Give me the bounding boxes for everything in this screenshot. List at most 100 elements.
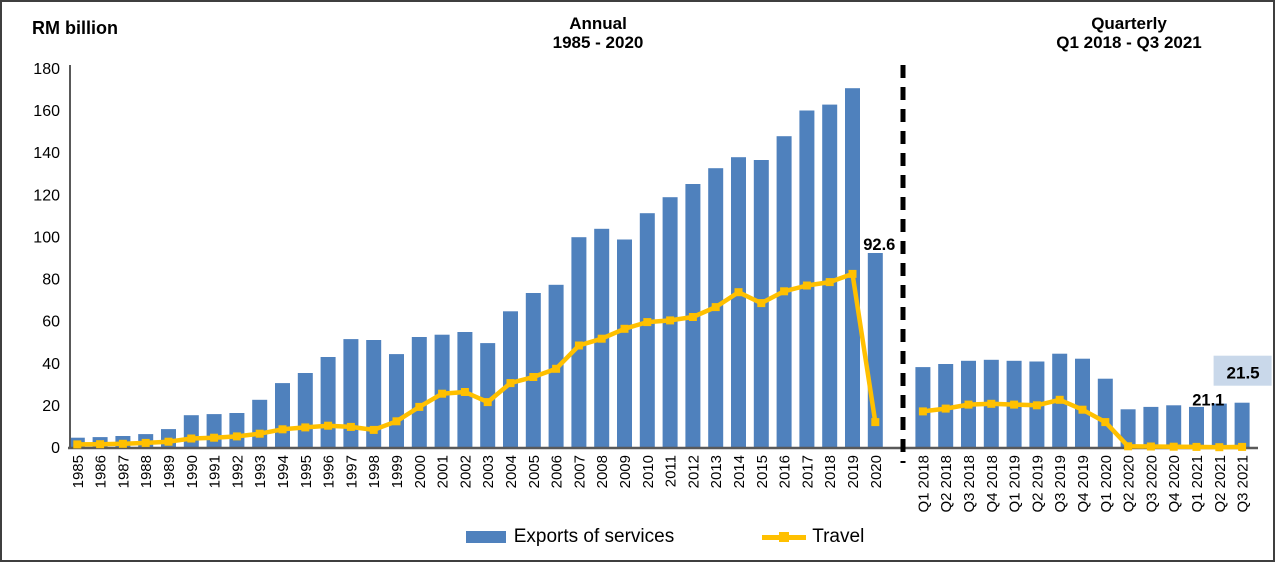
travel-marker-annual-1999 bbox=[392, 417, 401, 426]
y-tick-label-80: 80 bbox=[42, 272, 60, 289]
travel-marker-quarterly-Q1-2021 bbox=[1192, 442, 1201, 451]
y-tick-label-0: 0 bbox=[51, 440, 60, 457]
bar-annual-1994 bbox=[275, 383, 290, 448]
bar-annual-2017 bbox=[799, 110, 815, 448]
x-label-2002: 2002 bbox=[457, 455, 474, 488]
travel-marker-annual-1993 bbox=[255, 429, 264, 438]
travel-marker-annual-1996 bbox=[324, 421, 333, 430]
x-label-2005: 2005 bbox=[526, 455, 543, 488]
bar-annual-2009 bbox=[617, 239, 632, 448]
travel-marker-annual-2008 bbox=[597, 334, 606, 343]
bar-quarterly-Q2-2020 bbox=[1120, 409, 1136, 448]
bar-quarterly-Q3-2020 bbox=[1143, 406, 1159, 448]
legend-line-marker-icon bbox=[779, 532, 790, 542]
travel-marker-annual-2002 bbox=[460, 388, 469, 396]
travel-marker-quarterly-Q1-2019 bbox=[1010, 400, 1019, 409]
x-label-Q3-2021: Q3 2021 bbox=[1235, 455, 1252, 513]
bar-annual-1997 bbox=[343, 339, 359, 448]
x-label-2006: 2006 bbox=[549, 455, 566, 488]
travel-marker-quarterly-Q2-2019 bbox=[1032, 401, 1041, 410]
x-label-Q1-2019: Q1 2019 bbox=[1007, 455, 1024, 513]
bar-annual-1993 bbox=[252, 399, 268, 448]
bar-quarterly-Q1-2020 bbox=[1097, 378, 1113, 448]
travel-marker-annual-1998 bbox=[369, 425, 378, 434]
travel-marker-annual-2015 bbox=[757, 299, 766, 308]
bar-annual-1990 bbox=[183, 415, 199, 448]
bar-quarterly-Q4-2019 bbox=[1075, 358, 1090, 448]
x-label-1993: 1993 bbox=[252, 455, 269, 488]
travel-marker-annual-2006 bbox=[552, 364, 561, 373]
travel-marker-quarterly-Q2-2018 bbox=[941, 404, 950, 413]
travel-marker-annual-1988 bbox=[141, 438, 150, 447]
x-label-2001: 2001 bbox=[435, 455, 452, 488]
bar-annual-1991 bbox=[206, 414, 222, 448]
bar-annual-1999 bbox=[389, 354, 404, 448]
x-label-1991: 1991 bbox=[207, 455, 224, 488]
bar-annual-1992 bbox=[229, 413, 245, 448]
travel-marker-annual-1989 bbox=[164, 437, 173, 446]
travel-marker-quarterly-Q1-2018 bbox=[918, 407, 927, 416]
x-label-1989: 1989 bbox=[161, 455, 178, 488]
travel-marker-annual-2016 bbox=[780, 287, 789, 296]
travel-marker-quarterly-Q3-2020 bbox=[1146, 442, 1155, 451]
x-label-Q4-2018: Q4 2018 bbox=[984, 455, 1001, 513]
bar-annual-2005 bbox=[525, 293, 541, 448]
bar-quarterly-Q2-2021 bbox=[1211, 403, 1227, 448]
travel-marker-annual-1986 bbox=[96, 440, 105, 449]
travel-marker-quarterly-Q2-2021 bbox=[1215, 443, 1224, 452]
y-tick-label-120: 120 bbox=[33, 187, 60, 204]
x-label-1986: 1986 bbox=[93, 455, 110, 488]
x-label-1999: 1999 bbox=[389, 455, 406, 488]
travel-marker-annual-2000 bbox=[415, 402, 424, 411]
travel-marker-annual-2018 bbox=[825, 278, 834, 287]
x-label-Q1-2021: Q1 2021 bbox=[1189, 455, 1206, 513]
travel-marker-annual-2005 bbox=[529, 373, 538, 381]
bar-quarterly-Q4-2020 bbox=[1166, 405, 1182, 448]
travel-marker-quarterly-Q4-2018 bbox=[987, 399, 996, 408]
travel-marker-annual-2011 bbox=[666, 316, 675, 325]
x-label-2015: 2015 bbox=[754, 455, 771, 488]
travel-marker-annual-2004 bbox=[506, 379, 515, 388]
bar-annual-2018 bbox=[822, 104, 838, 448]
bar-annual-1995 bbox=[297, 373, 313, 448]
bar-annual-2010 bbox=[639, 213, 655, 448]
travel-marker-quarterly-Q2-2020 bbox=[1124, 442, 1133, 451]
x-label-2009: 2009 bbox=[617, 455, 634, 488]
travel-marker-quarterly-Q4-2020 bbox=[1169, 442, 1178, 451]
y-tick-label-60: 60 bbox=[42, 314, 60, 331]
y-tick-label-160: 160 bbox=[33, 103, 60, 120]
bar-quarterly-Q1-2021 bbox=[1189, 406, 1204, 448]
legend: Exports of services Travel bbox=[2, 526, 1273, 548]
travel-marker-quarterly-Q3-2019 bbox=[1055, 395, 1064, 404]
x-label-Q2-2021: Q2 2021 bbox=[1212, 455, 1229, 513]
travel-marker-annual-2001 bbox=[438, 389, 447, 398]
annotation-box-21.5 bbox=[1213, 355, 1272, 386]
x-label-2017: 2017 bbox=[799, 455, 816, 488]
x-label-1985: 1985 bbox=[70, 455, 87, 488]
x-label-2014: 2014 bbox=[731, 455, 748, 488]
travel-marker-annual-2007 bbox=[574, 341, 583, 350]
x-label-2013: 2013 bbox=[708, 455, 725, 488]
x-label-1997: 1997 bbox=[343, 455, 360, 488]
legend-label-exports: Exports of services bbox=[513, 526, 675, 547]
travel-marker-annual-1994 bbox=[278, 425, 287, 434]
x-label-2019: 2019 bbox=[845, 455, 862, 488]
y-tick-label-140: 140 bbox=[33, 145, 60, 162]
x-label-2003: 2003 bbox=[480, 455, 497, 488]
x-label-Q1-2018: Q1 2018 bbox=[915, 455, 932, 513]
legend-line-swatch-icon bbox=[762, 532, 807, 542]
x-label-Q4-2019: Q4 2019 bbox=[1075, 455, 1092, 513]
annotation-value-21.1: 21.1 bbox=[1192, 392, 1224, 410]
quarterly-title-line2: Q1 2018 - Q3 2021 bbox=[1056, 33, 1202, 52]
annual-title-line2: 1985 - 2020 bbox=[552, 33, 644, 52]
legend-bar-swatch-icon bbox=[465, 531, 506, 543]
travel-marker-quarterly-Q4-2019 bbox=[1078, 405, 1087, 414]
x-label-1998: 1998 bbox=[366, 455, 383, 488]
x-label-Q3-2019: Q3 2019 bbox=[1052, 455, 1069, 513]
travel-marker-annual-2003 bbox=[483, 398, 492, 407]
travel-marker-annual-2009 bbox=[620, 324, 629, 333]
y-tick-label-180: 180 bbox=[33, 61, 60, 78]
legend-label-travel: Travel bbox=[812, 526, 865, 547]
x-label-Q2-2018: Q2 2018 bbox=[938, 455, 955, 513]
x-label-1995: 1995 bbox=[298, 455, 315, 488]
